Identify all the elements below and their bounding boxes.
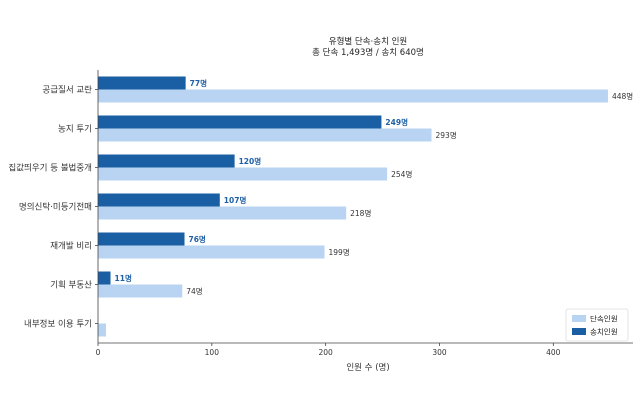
bar-referral bbox=[98, 232, 185, 246]
category-label: 재개발 비리 bbox=[50, 241, 92, 252]
bar-referral bbox=[98, 271, 111, 285]
bar-enforcement bbox=[98, 245, 325, 259]
data-label-referral: 120명 bbox=[239, 156, 262, 166]
x-tick-label: 400 bbox=[546, 348, 561, 357]
bars-group: 77명 448명 249명 293명 120명 254명 107명 218명 76명 199명 11… bbox=[98, 76, 633, 337]
chart-subtitle: 총 단속 1,493명 / 송치 640명 bbox=[312, 47, 424, 58]
data-label-enforcement: 254명 bbox=[391, 169, 412, 179]
x-tick-label: 200 bbox=[318, 348, 333, 357]
x-tick-label: 0 bbox=[96, 348, 101, 357]
bar-enforcement bbox=[98, 284, 183, 298]
data-label-enforcement: 448명 bbox=[612, 91, 633, 101]
data-label-referral: 249명 bbox=[385, 117, 408, 127]
category-label: 기획 부동산 bbox=[50, 280, 92, 291]
bar-enforcement bbox=[98, 89, 608, 103]
data-label-referral: 77명 bbox=[190, 78, 207, 88]
x-axis-title: 인원 수 (명) bbox=[346, 362, 389, 373]
bar-referral bbox=[98, 115, 382, 129]
bar-referral bbox=[98, 154, 235, 168]
legend-swatch-enforcement bbox=[572, 315, 586, 322]
bar-referral bbox=[98, 76, 186, 90]
chart-title: 유형별 단속·송치 인원 bbox=[329, 36, 408, 47]
x-axis: 0 100 200 300 400 bbox=[96, 70, 633, 357]
data-label-referral: 76명 bbox=[189, 234, 206, 244]
data-label-enforcement: 199명 bbox=[329, 247, 350, 257]
bar-enforcement bbox=[98, 323, 106, 337]
x-tick-label: 100 bbox=[205, 348, 220, 357]
bar-enforcement bbox=[98, 206, 347, 220]
data-label-enforcement: 74명 bbox=[186, 286, 202, 296]
category-label: 집값띄우기 등 불법중개 bbox=[8, 163, 92, 174]
category-label: 농지 투기 bbox=[58, 125, 92, 135]
legend: 단속인원 송치인원 bbox=[565, 308, 629, 342]
bar-enforcement bbox=[98, 167, 388, 181]
legend-swatch-referral bbox=[572, 328, 586, 335]
category-label: 공급질서 교란 bbox=[42, 85, 92, 96]
data-label-enforcement: 218명 bbox=[350, 208, 371, 218]
data-label-referral: 11명 bbox=[115, 273, 132, 283]
bar-enforcement bbox=[98, 128, 432, 142]
x-tick-label: 300 bbox=[432, 348, 447, 357]
bar-referral bbox=[98, 193, 220, 207]
data-label-enforcement: 293명 bbox=[436, 130, 457, 140]
legend-label-referral: 송치인원 bbox=[590, 327, 618, 337]
category-label: 명의신탁·미등기전매 bbox=[19, 202, 92, 213]
data-label-referral: 107명 bbox=[224, 195, 247, 205]
legend-label-enforcement: 단속인원 bbox=[590, 314, 618, 324]
category-label: 내부정보 이용 투기 bbox=[24, 319, 92, 330]
